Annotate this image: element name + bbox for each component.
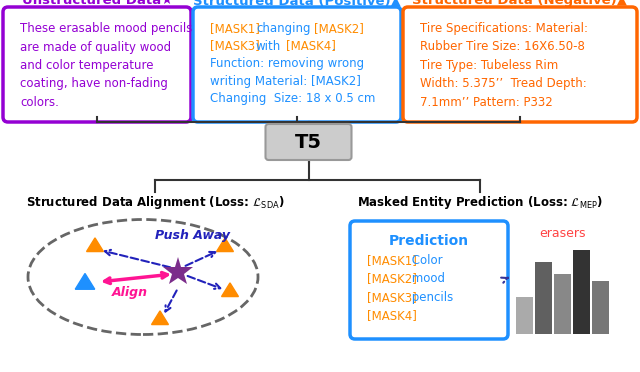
Polygon shape	[221, 283, 239, 296]
Text: Unstructured Data★: Unstructured Data★	[22, 0, 173, 7]
FancyBboxPatch shape	[3, 7, 191, 122]
Bar	[516, 297, 533, 334]
Text: Prediction: Prediction	[389, 234, 469, 248]
Text: [MASK2]: [MASK2]	[314, 22, 364, 35]
Text: [MASK2]: [MASK2]	[367, 273, 417, 285]
Text: [MASK4]: [MASK4]	[286, 39, 336, 52]
FancyBboxPatch shape	[403, 7, 637, 122]
Text: T5: T5	[295, 132, 322, 151]
Text: [MASK1]: [MASK1]	[367, 254, 417, 267]
Text: erasers: erasers	[540, 227, 586, 240]
Text: [MASK3]: [MASK3]	[367, 291, 417, 304]
Text: Color: Color	[408, 254, 442, 267]
Polygon shape	[152, 311, 168, 324]
Bar	[554, 274, 571, 334]
Bar	[573, 250, 590, 334]
Text: [MASK1]: [MASK1]	[210, 22, 260, 35]
Polygon shape	[76, 273, 95, 289]
FancyBboxPatch shape	[266, 124, 351, 160]
Text: [MASK4]: [MASK4]	[367, 310, 417, 323]
Bar	[535, 262, 552, 334]
Text: Tire Specifications: Material:
Rubber Tire Size: 16X6.50-8
Tire Type: Tubeless R: Tire Specifications: Material: Rubber Ti…	[420, 22, 588, 109]
Text: Changing  Size: 18 x 0.5 cm: Changing Size: 18 x 0.5 cm	[210, 92, 376, 105]
Text: Push Away: Push Away	[155, 229, 230, 242]
Text: with: with	[256, 39, 281, 52]
FancyBboxPatch shape	[193, 7, 401, 122]
Bar	[592, 281, 609, 334]
Text: Structured Data (Positive)▲: Structured Data (Positive)▲	[193, 0, 401, 7]
Text: These erasable mood pencils
are made of quality wood
and color temperature
coati: These erasable mood pencils are made of …	[20, 22, 193, 109]
Polygon shape	[216, 238, 234, 251]
Text: Function: removing wrong: Function: removing wrong	[210, 57, 364, 70]
Text: changing: changing	[256, 22, 310, 35]
Text: Align: Align	[112, 286, 148, 299]
Text: pencils: pencils	[408, 291, 453, 304]
Text: .: .	[332, 39, 336, 52]
Text: Structured Data Alignment (Loss: $\mathcal{L}_{\mathsf{SDA}}$): Structured Data Alignment (Loss: $\mathc…	[26, 194, 284, 211]
FancyBboxPatch shape	[350, 221, 508, 339]
Text: writing Material: [MASK2]: writing Material: [MASK2]	[210, 74, 361, 87]
Text: Masked Entity Prediction (Loss: $\mathcal{L}_{\mathsf{MEP}}$): Masked Entity Prediction (Loss: $\mathca…	[357, 194, 603, 211]
Text: [MASK3]: [MASK3]	[210, 39, 260, 52]
Text: mood: mood	[408, 273, 445, 285]
Polygon shape	[86, 238, 104, 251]
Text: Structured Data (Negative)▲: Structured Data (Negative)▲	[413, 0, 627, 7]
